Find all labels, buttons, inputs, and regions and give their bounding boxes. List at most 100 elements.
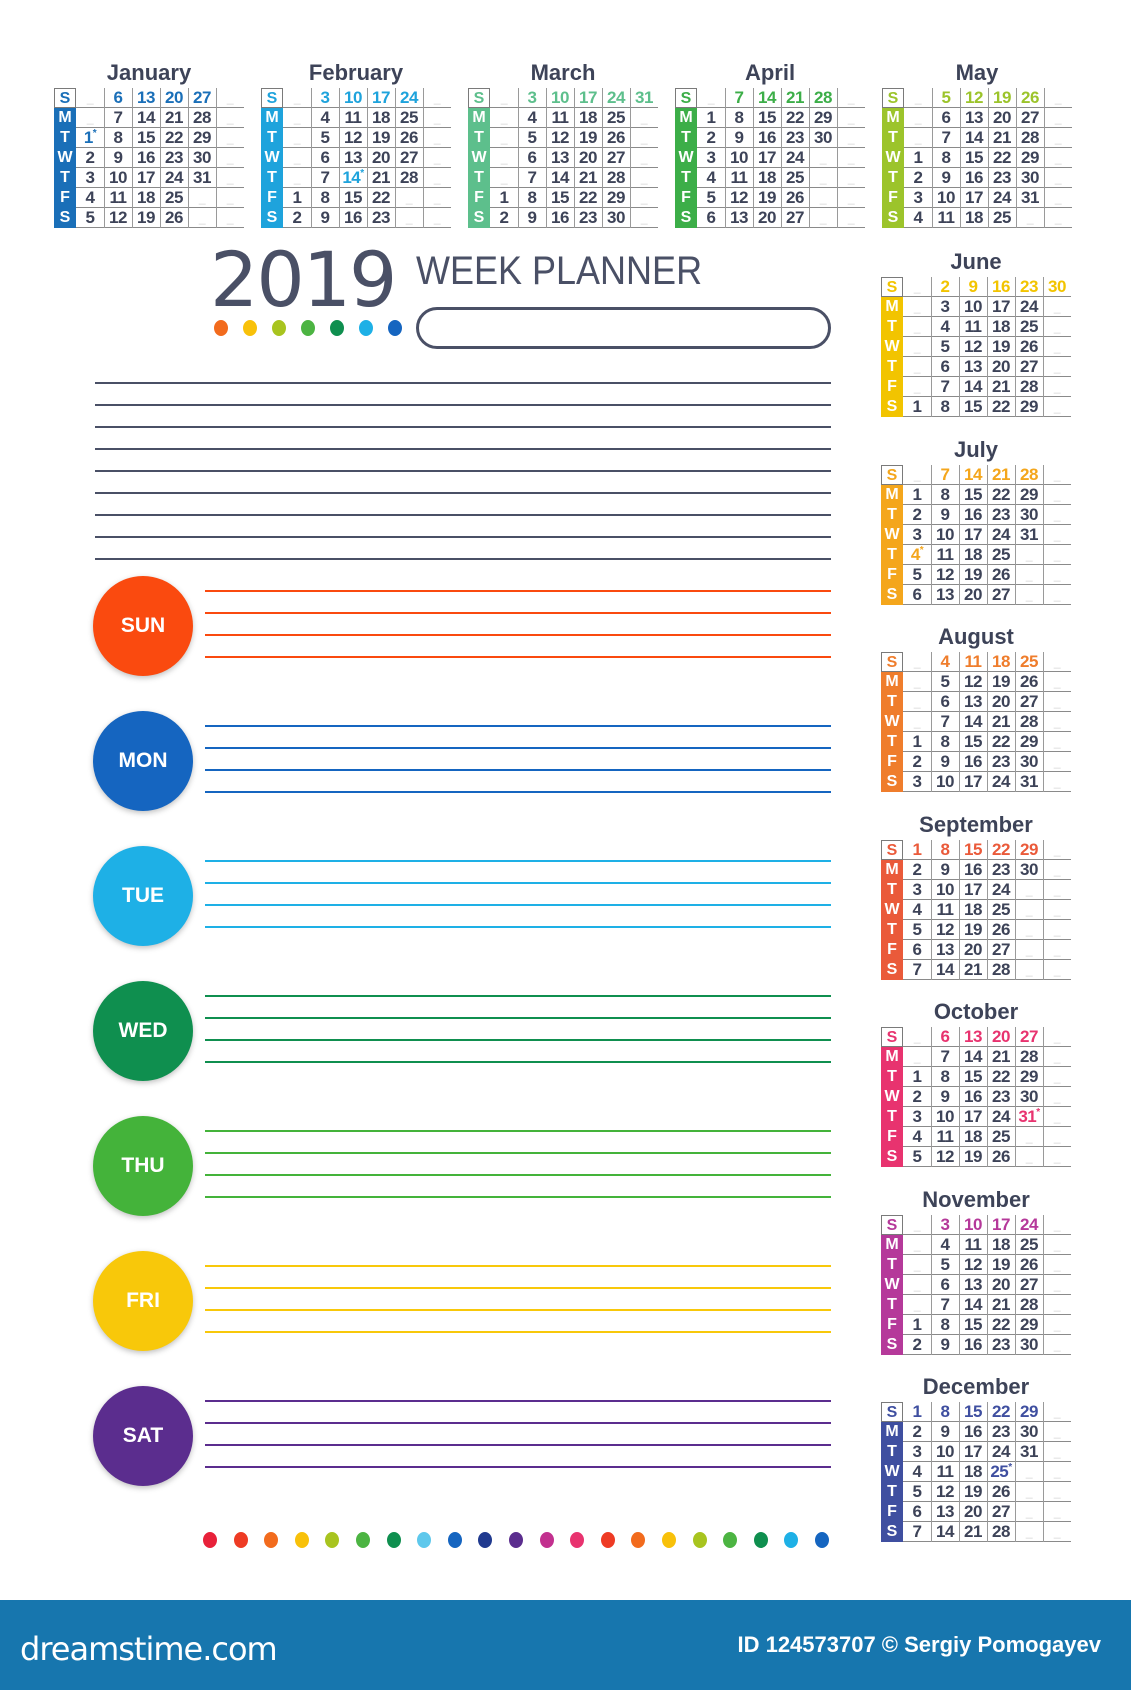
empty-date-cell: _ [226,211,234,225]
empty-date-cell: _ [1054,151,1062,165]
empty-date-cell: _ [293,91,301,105]
date-cell: 27 [1021,108,1039,127]
date-cell: 3 [912,1107,922,1126]
date-cell: 5 [706,188,716,207]
date-cell: 18 [964,544,982,564]
date-cell: 16 [964,1334,982,1354]
week-dates: _ 6 13 20 27 _ [490,148,658,168]
day-letter: F [881,1314,903,1335]
date-cell: 27 [786,208,804,227]
week-row: T _ 5 12 19 26 _ [468,128,658,148]
day-letter: M [675,108,697,128]
week-dates: _ 5 12 19 26 _ [904,88,1072,108]
empty-date-cell: _ [1053,1237,1061,1252]
day-note-line [205,1466,831,1468]
empty-date-cell: _ [1054,131,1062,145]
empty-date-cell: _ [1053,487,1061,502]
week-dates: _ 3 10 17 24 _ [283,88,451,108]
week-dates: 5 12 19 26 _ _ [697,188,865,208]
date-cell: 15 [964,839,982,859]
grid-divider [132,88,133,228]
day-letter: T [881,1067,903,1087]
color-dot [600,1532,615,1548]
date-cell: 25 [400,108,418,127]
week-dates: 2 9 16 23 30 _ [903,1422,1071,1442]
month-grid-november: S _ 3 10 17 24 _ M _ 4 11 18 25 _ T _ 5 12 19… [881,1214,1071,1355]
empty-date-cell: _ [914,111,922,125]
date-cell: 17 [137,168,155,187]
week-row: M _ 6 13 20 27 _ [882,108,1072,128]
date-cell: 15 [964,1314,982,1334]
date-cell: 29 [1020,1402,1038,1421]
day-note-line [205,769,831,771]
empty-date-cell: _ [198,191,206,205]
week-dates: _ 7 14 21 28 _ [903,712,1071,732]
holiday-mark: * [1036,1107,1040,1118]
date-cell: 10 [936,772,954,791]
week-dates: 3 10 17 24 31 _ [903,525,1071,545]
week-name-field[interactable] [416,307,831,349]
week-dates: 1 8 15 22 29 _ [903,1402,1071,1422]
date-cell: 4 [527,108,537,127]
date-cell: 10 [964,1214,982,1234]
date-cell: 1 [912,484,922,504]
date-cell: 11 [730,168,748,187]
empty-date-cell: _ [1053,882,1061,897]
day-letter: T [881,1294,903,1315]
date-cell: 23 [992,1422,1010,1441]
date-cell: 26 [1020,337,1038,356]
date-cell: 8 [940,1402,950,1421]
date-cell: 11 [936,1462,954,1481]
date-cell: 10 [936,879,954,899]
date-cell: 9 [940,752,950,771]
day-letter: S [881,772,903,792]
empty-date-cell: _ [86,91,94,105]
date-cell: 11 [936,544,954,564]
color-dot [631,1532,646,1548]
color-dot [388,320,402,336]
grid-divider [959,839,960,980]
date-cell: 13 [137,88,155,107]
grid-divider [959,277,960,417]
date-cell: 29 [607,188,625,207]
date-cell: 18 [992,317,1010,336]
date-cell: 18 [965,208,983,227]
empty-date-cell: _ [226,191,234,205]
day-letter: W [468,148,490,168]
date-cell: 20 [964,1502,982,1521]
date-cell: 18 [964,1462,982,1481]
empty-date-cell: _ [913,340,921,354]
month-grid-july: S _ 7 14 21 28 _ M 1 8 15 22 29 _ T 2 9 16 23… [881,464,1071,605]
date-cell: 14 [758,88,776,107]
day-letter: S [54,88,76,108]
week-row: T 4* 11 18 25 _ _ [881,544,1071,565]
month-grid-april: S _ 7 14 21 28 _ M 1 8 15 22 29 _ T 2 9 16 23… [675,88,865,228]
date-cell: 16 [964,752,982,771]
date-cell: 4 [912,1127,922,1146]
week-dates: 2 9 16 23 30 _ [903,860,1071,880]
empty-date-cell: _ [1053,567,1061,582]
week-dates: 3 10 17 24 31 _ [903,772,1071,792]
date-cell: 16 [344,208,362,227]
date-cell: 20 [992,357,1010,376]
date-cell: 1 [292,188,302,207]
grid-divider [574,88,575,228]
week-dates: _ 4 11 18 25 _ [903,1235,1071,1255]
dreamstime-logo[interactable]: dreamstime.com [20,1630,278,1668]
empty-date-cell: _ [1053,1297,1061,1312]
empty-date-cell: _ [913,695,921,709]
week-dates: 2 9 16 23 30 _ [903,505,1071,525]
date-cell: 7 [912,1522,922,1541]
date-cell: 9 [940,1334,950,1354]
day-letter: F [675,188,697,208]
grid-divider [987,1214,988,1355]
date-cell: 8 [940,1314,950,1334]
date-cell: 13 [936,939,954,959]
day-note-line [205,995,831,997]
